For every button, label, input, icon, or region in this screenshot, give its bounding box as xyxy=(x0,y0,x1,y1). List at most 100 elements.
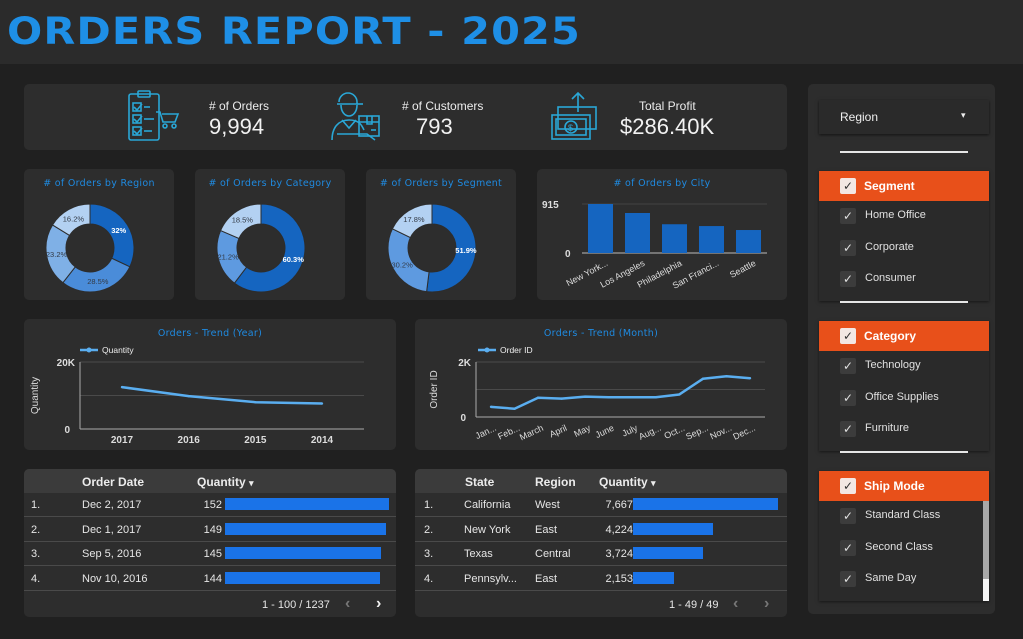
column-header-quantity[interactable]: Quantity ▾ xyxy=(599,475,656,489)
quantity-cell: 2,153 xyxy=(605,572,633,585)
table-row[interactable]: 2. Dec 1, 2017 149 xyxy=(24,518,396,542)
data-point[interactable] xyxy=(254,401,257,404)
y-tick-label: 20K xyxy=(57,358,76,369)
data-point[interactable] xyxy=(607,396,610,399)
option-checkbox[interactable]: ✓ xyxy=(840,539,856,556)
data-point[interactable] xyxy=(654,396,658,399)
data-point[interactable] xyxy=(536,396,540,399)
y-tick-label: 0 xyxy=(460,413,466,424)
donut-slice[interactable] xyxy=(62,257,131,293)
segment-donut-chart[interactable]: 51.9% 30.2% 17.8% xyxy=(366,169,516,300)
filter-option[interactable]: ✓ Standard Class xyxy=(819,501,989,531)
option-checkbox[interactable]: ✓ xyxy=(840,389,856,406)
region-donut-chart[interactable]: 32% 28.5% 23.2% 16.2% xyxy=(24,169,174,300)
table-row[interactable]: 4. Nov 10, 2016 144 xyxy=(24,567,396,591)
region-dropdown[interactable]: Region ▾ xyxy=(819,100,989,134)
filter-option[interactable]: ✓ Office Supplies xyxy=(819,383,989,413)
order-date-cell: Dec 1, 2017 xyxy=(82,523,142,536)
scrollbar-thumb[interactable] xyxy=(983,501,989,579)
option-checkbox[interactable]: ✓ xyxy=(840,508,856,524)
x-tick-label: 2014 xyxy=(311,435,334,446)
page-title: ORDERS REPORT - 2025 xyxy=(7,10,581,53)
year-trend-card: Orders - Trend (Year) Quantity 20K 0 Quanti… xyxy=(24,319,396,450)
column-header-region[interactable]: Region xyxy=(535,475,576,489)
table-row[interactable]: 4. Pennsylv... East 2,153 xyxy=(415,567,787,591)
bar[interactable] xyxy=(736,230,761,253)
table-row[interactable]: 1. California West 7,667 xyxy=(415,493,787,517)
data-point[interactable] xyxy=(583,395,587,398)
donut-slice[interactable] xyxy=(89,203,135,268)
column-header-order-date[interactable]: Order Date xyxy=(82,475,145,489)
year-trend-chart[interactable]: Quantity 20K 0 Quantity 2017 2016 2015 2014 xyxy=(24,319,396,450)
select-all-checkbox[interactable]: ✓ xyxy=(840,328,856,344)
option-checkbox[interactable]: ✓ xyxy=(840,421,856,437)
kpi-profit-label: Total Profit xyxy=(639,99,696,113)
table-row[interactable]: 3. Texas Central 3,724 xyxy=(415,542,787,566)
state-cell: California xyxy=(464,499,511,511)
data-point[interactable] xyxy=(320,402,324,405)
row-number: 3. xyxy=(424,548,434,560)
donut-slice[interactable] xyxy=(426,203,477,293)
x-tick-label: 2015 xyxy=(244,435,267,446)
donut-slice[interactable] xyxy=(391,203,433,239)
slice-label: 17.8% xyxy=(403,215,425,224)
table-row[interactable]: 2. New York East 4,224 xyxy=(415,518,787,542)
filter-option[interactable]: ✓ Consumer xyxy=(819,264,989,294)
data-point[interactable] xyxy=(187,394,190,398)
filter-group-header[interactable]: ✓ Segment xyxy=(819,171,989,201)
data-point[interactable] xyxy=(678,393,681,396)
month-trend-chart[interactable]: Order ID 2K 0 Order ID Jan...Feb...March Apri… xyxy=(415,319,787,450)
table-row[interactable]: 1. Dec 2, 2017 152 xyxy=(24,493,396,517)
filter-group-header[interactable]: ✓ Category xyxy=(819,321,989,351)
series-line[interactable] xyxy=(121,385,323,405)
x-tick-label: Aug... xyxy=(637,423,663,442)
quantity-cell: 145 xyxy=(203,548,222,560)
x-tick-label: 2016 xyxy=(178,435,201,446)
data-point[interactable] xyxy=(560,397,563,400)
scrollbar[interactable] xyxy=(983,501,989,601)
option-checkbox[interactable]: ✓ xyxy=(840,208,856,224)
prev-page-button[interactable]: ‹ xyxy=(733,595,739,612)
column-header-quantity[interactable]: Quantity ▾ xyxy=(197,475,254,489)
donut-slice[interactable] xyxy=(233,203,306,293)
select-all-checkbox[interactable]: ✓ xyxy=(840,178,856,194)
category-donut-chart[interactable]: 60.3% 21.2% 18.5% xyxy=(195,169,345,300)
filter-option[interactable]: ✓ Corporate xyxy=(819,233,989,263)
filter-option[interactable]: ✓ Technology xyxy=(819,351,989,381)
bar[interactable] xyxy=(699,226,724,253)
table-row[interactable]: 3. Sep 5, 2016 145 xyxy=(24,542,396,566)
check-icon: ✓ xyxy=(842,509,854,523)
series-line[interactable] xyxy=(490,375,751,410)
data-point[interactable] xyxy=(513,407,516,410)
data-point[interactable] xyxy=(725,375,728,378)
select-all-checkbox[interactable]: ✓ xyxy=(840,478,856,494)
column-header-state[interactable]: State xyxy=(465,475,495,489)
x-tick-label: Seattle xyxy=(728,258,757,280)
next-page-button[interactable]: › xyxy=(376,595,382,612)
legend-marker-icon xyxy=(484,347,490,353)
option-checkbox[interactable]: ✓ xyxy=(840,239,856,256)
data-point[interactable] xyxy=(631,396,634,399)
month-trend-card: Orders - Trend (Month) Order ID 2K 0 Order … xyxy=(415,319,787,450)
option-checkbox[interactable]: ✓ xyxy=(840,271,856,287)
data-point[interactable] xyxy=(748,377,752,380)
filter-option[interactable]: ✓ Furniture xyxy=(819,414,989,444)
bar[interactable] xyxy=(662,224,687,253)
pagination-label: 1 - 100 / 1237 xyxy=(262,599,330,611)
data-point[interactable] xyxy=(120,385,124,389)
data-point[interactable] xyxy=(489,405,493,409)
filter-option[interactable]: ✓ Home Office xyxy=(819,201,989,231)
next-page-button[interactable]: › xyxy=(764,595,770,612)
filter-option[interactable]: ✓ Same Day xyxy=(819,564,989,594)
data-point[interactable] xyxy=(701,377,705,380)
bar[interactable] xyxy=(588,204,613,253)
donut-slice[interactable] xyxy=(219,203,262,240)
filter-option[interactable]: ✓ Second Class xyxy=(819,533,989,563)
filter-group-header[interactable]: ✓ Ship Mode xyxy=(819,471,989,501)
donut-slice[interactable] xyxy=(51,203,91,237)
prev-page-button[interactable]: ‹ xyxy=(345,595,351,612)
bar[interactable] xyxy=(625,212,650,253)
option-checkbox[interactable]: ✓ xyxy=(840,571,856,587)
option-checkbox[interactable]: ✓ xyxy=(840,358,856,374)
